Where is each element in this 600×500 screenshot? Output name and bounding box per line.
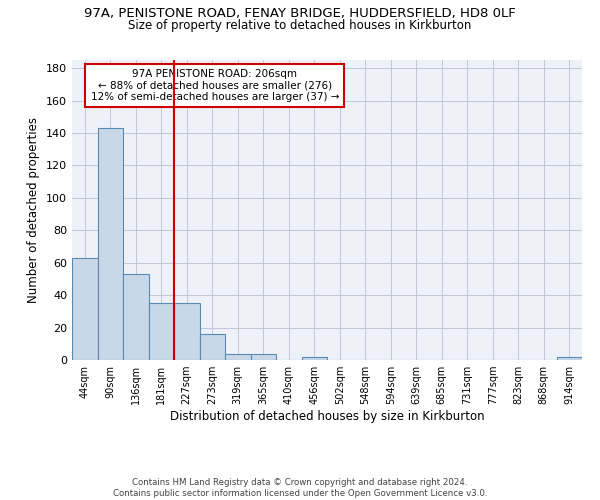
Bar bbox=[149, 303, 174, 360]
Y-axis label: Number of detached properties: Number of detached properties bbox=[28, 117, 40, 303]
Text: Contains HM Land Registry data © Crown copyright and database right 2024.
Contai: Contains HM Land Registry data © Crown c… bbox=[113, 478, 487, 498]
Bar bbox=[123, 274, 149, 360]
X-axis label: Distribution of detached houses by size in Kirkburton: Distribution of detached houses by size … bbox=[170, 410, 484, 423]
Bar bbox=[199, 334, 225, 360]
Bar bbox=[251, 354, 276, 360]
Bar bbox=[302, 357, 327, 360]
Bar bbox=[174, 303, 199, 360]
Bar bbox=[72, 258, 97, 360]
Bar bbox=[97, 128, 123, 360]
Text: 97A PENISTONE ROAD: 206sqm
← 88% of detached houses are smaller (276)
12% of sem: 97A PENISTONE ROAD: 206sqm ← 88% of deta… bbox=[91, 69, 339, 102]
Text: Size of property relative to detached houses in Kirkburton: Size of property relative to detached ho… bbox=[128, 18, 472, 32]
Bar bbox=[557, 357, 582, 360]
Text: 97A, PENISTONE ROAD, FENAY BRIDGE, HUDDERSFIELD, HD8 0LF: 97A, PENISTONE ROAD, FENAY BRIDGE, HUDDE… bbox=[84, 8, 516, 20]
Bar bbox=[225, 354, 251, 360]
